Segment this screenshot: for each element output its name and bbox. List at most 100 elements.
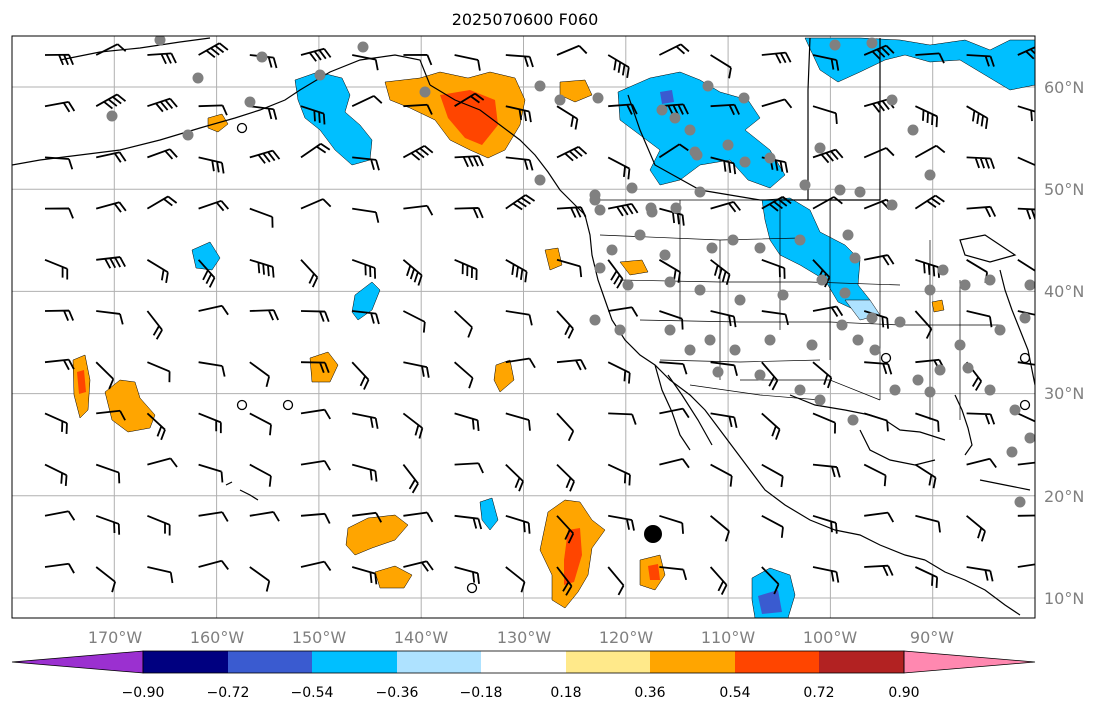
station-marker <box>664 276 676 288</box>
wind-barb <box>1017 412 1035 435</box>
wind-barb <box>914 310 933 339</box>
pos-region-baja <box>544 247 563 271</box>
wind-barb <box>352 310 380 325</box>
wind-barb <box>505 54 534 68</box>
pos-region-east-coast <box>931 299 945 313</box>
wind-barb <box>966 156 995 169</box>
wind-barb <box>709 566 728 595</box>
colorbar <box>11 650 1036 674</box>
wind-barb <box>761 463 784 488</box>
wind-barb <box>812 361 833 389</box>
station-marker <box>1009 404 1021 416</box>
station-marker <box>192 72 204 84</box>
wind-barb <box>198 559 229 570</box>
colorbar-tick-label: −0.54 <box>291 685 334 701</box>
wind-barb <box>915 52 945 64</box>
wind-barb <box>863 147 895 159</box>
wind-barb <box>44 562 75 574</box>
station-marker <box>924 169 936 181</box>
station-marker <box>852 334 864 346</box>
wind-barb <box>95 361 115 390</box>
station-marker <box>622 279 634 291</box>
wind-barb <box>659 103 689 116</box>
wind-barb <box>812 148 844 164</box>
wind-barb <box>402 464 419 494</box>
neg-region-pacific-2 <box>351 281 381 321</box>
colorbar-frame <box>142 650 905 674</box>
wind-barb <box>556 412 575 442</box>
station-marker <box>937 264 949 276</box>
neg-region-canada-core <box>660 90 674 104</box>
wind-barb <box>710 103 740 116</box>
station-marker <box>777 289 789 301</box>
wind-barb <box>351 463 378 482</box>
wind-barb <box>863 44 895 60</box>
wind-barb <box>44 156 74 170</box>
wind-barb <box>863 412 889 432</box>
calm-wind-marker <box>880 352 892 364</box>
wind-barb <box>147 97 178 113</box>
lon-label: 110°W <box>701 628 756 647</box>
wind-barb <box>249 207 274 228</box>
wind-barb <box>812 412 837 434</box>
wind-barb <box>864 361 893 375</box>
calm-wind-marker <box>236 399 248 411</box>
wind-barb <box>556 515 575 544</box>
station-marker <box>691 149 703 161</box>
wind-barb <box>658 143 689 159</box>
wind-barb <box>761 51 792 64</box>
wind-barb <box>505 194 536 211</box>
station-marker <box>534 80 546 92</box>
wind-barb <box>146 259 169 284</box>
wind-barb <box>915 514 941 533</box>
wind-barb <box>812 105 838 125</box>
station-marker <box>994 324 1006 336</box>
wind-barb <box>556 310 574 339</box>
station-marker <box>984 384 996 396</box>
wind-barb <box>608 202 639 217</box>
lat-label: 30°N <box>1044 384 1084 403</box>
wind-barb <box>249 258 275 278</box>
neg-region-pacific-1 <box>191 241 221 271</box>
station-marker <box>729 344 741 356</box>
station-marker <box>659 249 671 261</box>
station-marker <box>794 234 806 246</box>
station-marker <box>589 194 601 206</box>
colorbar-segment <box>735 651 819 673</box>
neg-region-alaska <box>294 71 373 166</box>
wind-barb <box>710 515 730 542</box>
wind-barb <box>44 258 69 280</box>
station-marker <box>1019 312 1031 324</box>
wind-barb <box>300 460 331 471</box>
pos-region-central-4 <box>374 565 413 589</box>
station-marker <box>614 324 626 336</box>
wind-barb <box>761 310 789 326</box>
wind-barb <box>556 44 588 56</box>
wind-barb <box>710 201 741 213</box>
wind-barb <box>300 143 331 159</box>
station-marker <box>849 252 861 264</box>
wind-barb <box>659 566 688 581</box>
station-marker <box>684 344 696 356</box>
wind-barb <box>147 52 177 65</box>
wind-barb <box>505 156 534 171</box>
station-marker <box>244 96 256 108</box>
station-marker <box>670 202 682 214</box>
wind-barb <box>658 259 681 283</box>
station-markers <box>106 36 1035 594</box>
wind-barb <box>147 148 178 160</box>
wind-barb <box>146 412 166 441</box>
station-marker <box>959 279 971 291</box>
wind-barb <box>966 54 995 67</box>
lon-label: 100°W <box>803 628 858 647</box>
wind-barb <box>556 105 579 130</box>
wind-barb <box>300 560 332 571</box>
wind-barb <box>95 43 127 56</box>
wind-barb <box>812 463 841 478</box>
wind-barb <box>198 304 229 316</box>
colorbar-extend-low <box>11 650 144 674</box>
wind-barb <box>761 361 779 391</box>
wind-barb <box>1017 514 1035 526</box>
wind-barb <box>44 309 74 321</box>
colorbar-segment <box>312 651 397 673</box>
